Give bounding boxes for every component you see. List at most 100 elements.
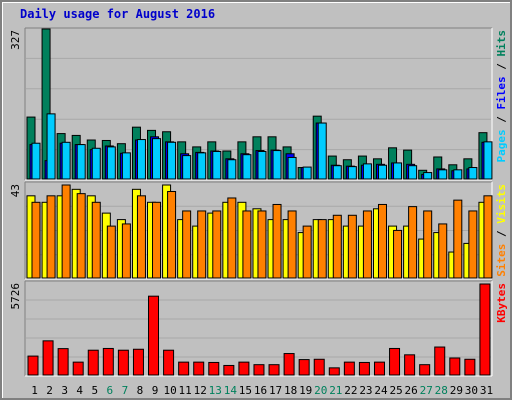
day-label-2: 2 xyxy=(46,384,53,397)
bar-sites-day-7 xyxy=(121,223,131,279)
day-label-27: 27 xyxy=(420,384,433,397)
legend-part: / xyxy=(495,224,508,244)
bar-kbytes-day-25 xyxy=(389,347,401,376)
frame-highlight-left xyxy=(2,2,3,398)
chart-title: Daily usage for August 2016 xyxy=(20,7,216,21)
bar-kbytes-day-11 xyxy=(178,361,190,376)
bar-pages-day-1 xyxy=(31,142,41,180)
legend-part: Pages xyxy=(495,129,508,162)
bar-pages-day-13 xyxy=(212,150,222,180)
day-label-1: 1 xyxy=(31,384,38,397)
bar-pages-day-23 xyxy=(362,163,372,180)
bar-pages-day-7 xyxy=(121,152,131,180)
bar-sites-day-25 xyxy=(393,229,403,279)
max-value-label-kbytes: 5726 xyxy=(9,283,22,310)
day-label-28: 28 xyxy=(435,384,448,397)
bar-sites-day-24 xyxy=(377,203,387,279)
bar-pages-day-16 xyxy=(257,150,267,180)
day-label-15: 15 xyxy=(239,384,252,397)
day-label-22: 22 xyxy=(344,384,357,397)
day-label-19: 19 xyxy=(299,384,312,397)
bar-kbytes-day-30 xyxy=(464,358,476,376)
bar-pages-day-22 xyxy=(347,166,357,180)
bar-sites-day-6 xyxy=(106,225,116,279)
bar-sites-day-23 xyxy=(362,210,372,279)
bar-kbytes-day-24 xyxy=(373,361,385,376)
bar-pages-day-14 xyxy=(227,159,237,180)
day-label-3: 3 xyxy=(61,384,68,397)
legend-part: KBytes xyxy=(495,283,508,323)
day-label-21: 21 xyxy=(329,384,342,397)
bar-pages-day-3 xyxy=(61,141,71,180)
bar-pages-day-11 xyxy=(182,155,192,180)
bar-pages-day-5 xyxy=(91,147,101,180)
bar-kbytes-day-8 xyxy=(132,348,144,376)
bar-sites-day-26 xyxy=(408,206,418,279)
bar-kbytes-day-7 xyxy=(117,349,129,376)
bar-sites-day-18 xyxy=(287,210,297,279)
day-label-23: 23 xyxy=(359,384,372,397)
bar-kbytes-day-6 xyxy=(102,347,114,376)
bar-pages-day-26 xyxy=(408,165,418,180)
bar-pages-day-15 xyxy=(242,154,252,180)
day-label-9: 9 xyxy=(152,384,159,397)
bar-sites-day-31 xyxy=(483,195,493,279)
bar-pages-day-12 xyxy=(197,152,207,180)
bar-kbytes-day-10 xyxy=(163,349,175,376)
legend-part: Hits xyxy=(495,30,508,57)
bar-kbytes-day-12 xyxy=(193,361,205,376)
day-label-17: 17 xyxy=(269,384,282,397)
bar-kbytes-day-28 xyxy=(434,346,446,376)
bar-kbytes-day-4 xyxy=(72,361,84,376)
bar-sites-day-13 xyxy=(212,210,222,279)
bar-kbytes-day-14 xyxy=(223,364,235,376)
max-value-label-hits-files-pages: 327 xyxy=(9,30,22,50)
legend-part: / xyxy=(495,110,508,130)
bar-kbytes-day-21 xyxy=(328,367,340,376)
day-label-14: 14 xyxy=(224,384,238,397)
bar-pages-day-8 xyxy=(136,139,146,180)
legend-part: Visits xyxy=(495,184,508,224)
bar-kbytes-day-31 xyxy=(479,283,491,376)
bar-sites-day-12 xyxy=(197,210,207,279)
day-label-18: 18 xyxy=(284,384,297,397)
bar-sites-day-14 xyxy=(227,197,237,279)
bar-pages-day-31 xyxy=(483,141,493,180)
series-legend-visits-sites: Sites / Visits xyxy=(495,184,508,277)
bar-sites-day-4 xyxy=(76,193,86,279)
bar-kbytes-day-5 xyxy=(87,349,99,376)
bar-sites-day-1 xyxy=(31,201,41,279)
day-label-10: 10 xyxy=(163,384,176,397)
bar-pages-day-21 xyxy=(332,165,342,180)
bar-kbytes-day-22 xyxy=(343,361,355,376)
bar-kbytes-day-23 xyxy=(358,361,370,376)
bar-sites-day-5 xyxy=(91,201,101,279)
bar-kbytes-day-3 xyxy=(57,348,69,376)
bar-sites-day-2 xyxy=(46,195,56,279)
bar-kbytes-day-13 xyxy=(208,361,220,376)
bar-sites-day-17 xyxy=(272,203,282,279)
day-label-11: 11 xyxy=(179,384,192,397)
bar-kbytes-day-26 xyxy=(404,354,416,376)
bar-kbytes-day-27 xyxy=(419,364,431,376)
day-label-16: 16 xyxy=(254,384,267,397)
day-label-25: 25 xyxy=(389,384,402,397)
day-label-6: 6 xyxy=(107,384,114,397)
bar-kbytes-day-1 xyxy=(27,355,39,376)
bar-sites-day-15 xyxy=(242,210,252,279)
day-label-29: 29 xyxy=(450,384,463,397)
bar-kbytes-day-29 xyxy=(449,357,461,376)
bar-sites-day-19 xyxy=(302,225,312,279)
bar-sites-day-29 xyxy=(453,199,463,279)
bar-sites-day-16 xyxy=(257,210,267,279)
bar-pages-day-9 xyxy=(152,138,162,180)
bar-pages-day-20 xyxy=(317,122,327,180)
day-label-24: 24 xyxy=(374,384,388,397)
day-label-26: 26 xyxy=(405,384,418,397)
day-label-12: 12 xyxy=(194,384,207,397)
bar-kbytes-day-15 xyxy=(238,361,250,376)
day-label-4: 4 xyxy=(76,384,83,397)
bar-pages-day-27 xyxy=(423,172,433,180)
bar-pages-day-29 xyxy=(453,169,463,180)
